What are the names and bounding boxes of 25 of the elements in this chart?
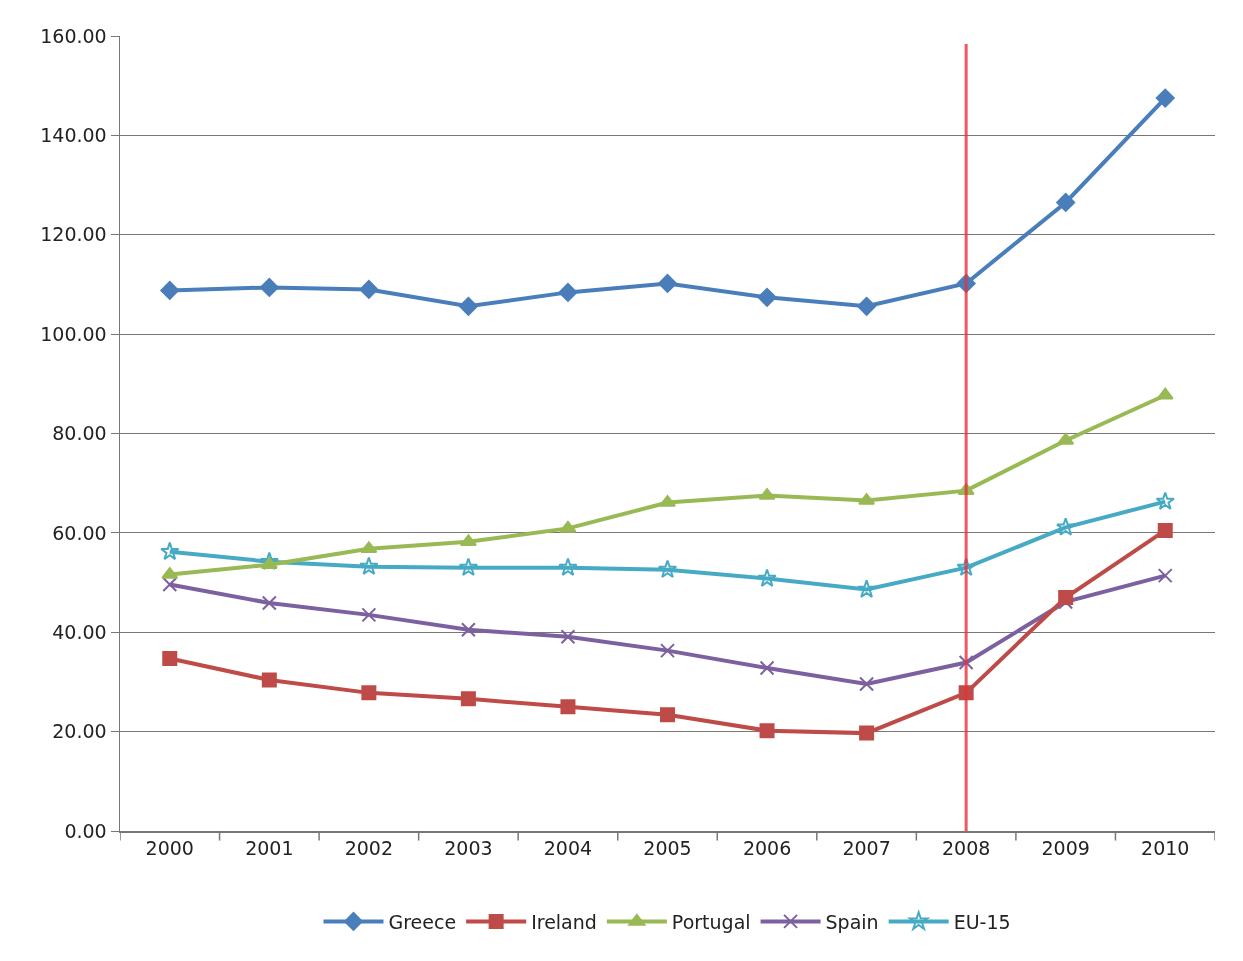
x-tick-label: 2001 <box>245 837 294 860</box>
legend-label: Ireland <box>531 910 597 933</box>
y-tick-label: 160.00 <box>40 24 107 47</box>
y-tick-label: 60.00 <box>52 521 107 544</box>
x-tick-label: 2000 <box>145 837 194 860</box>
x-tick-label: 2009 <box>1041 837 1090 860</box>
y-tick-label: 140.00 <box>40 124 107 147</box>
legend-label: Spain <box>825 910 879 933</box>
legend-label: EU-15 <box>953 910 1011 933</box>
y-tick-label: 100.00 <box>40 322 107 345</box>
x-tick-label: 2008 <box>941 837 991 860</box>
x-tick-label: 2002 <box>344 837 394 860</box>
x-tick-label: 2010 <box>1141 837 1190 860</box>
y-tick-label: 80.00 <box>52 422 107 445</box>
y-tick-label: 0.00 <box>64 819 107 842</box>
legend-label: Portugal <box>671 910 751 933</box>
y-tick-label: 20.00 <box>52 720 107 743</box>
y-tick-label: 120.00 <box>40 223 107 246</box>
legend-label: Greece <box>388 910 457 933</box>
x-tick-label: 2004 <box>543 837 593 860</box>
y-tick-label: 40.00 <box>52 620 107 643</box>
x-tick-label: 2003 <box>444 837 493 860</box>
x-tick-label: 2005 <box>643 837 692 860</box>
x-tick-label: 2006 <box>742 837 792 860</box>
x-tick-label: 2007 <box>842 837 891 860</box>
